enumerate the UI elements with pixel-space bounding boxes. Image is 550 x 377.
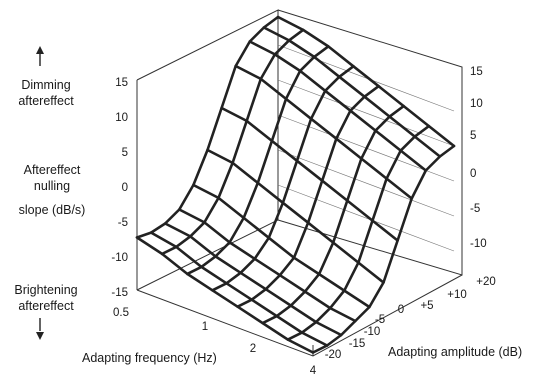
mesh-line-amplitude-7 xyxy=(234,64,414,200)
down-arrow-icon xyxy=(36,332,44,340)
mesh-line-frequency-6 xyxy=(286,124,431,341)
mesh-line-amplitude-1 xyxy=(149,231,329,347)
z-tick-left-0: 0 xyxy=(122,182,128,194)
z-tick-left-m10: -10 xyxy=(111,252,128,264)
z-label-line1: Aftereffect xyxy=(24,163,81,177)
y-tick-p5: +5 xyxy=(420,300,433,312)
z-tick-left-15: 15 xyxy=(115,77,128,89)
mesh-line-frequency-3 xyxy=(211,65,355,292)
mesh-line-amplitude-4 xyxy=(192,183,371,309)
mesh-line-frequency-1 xyxy=(160,28,305,256)
y-ticks: -20 -15 -10 -5 0 +5 +10 +20 xyxy=(325,276,496,361)
x-axis-label: Adapting frequency (Hz) xyxy=(82,351,217,365)
y-tick-m5: -5 xyxy=(375,314,385,326)
mesh-line-amplitude-2 xyxy=(163,222,343,337)
surface-mesh xyxy=(135,15,456,354)
x-tick-1: 1 xyxy=(202,321,208,333)
z-ticks-right: 15 10 5 0 -5 -10 xyxy=(470,66,487,250)
brightening-label-line2: aftereffect xyxy=(18,299,74,313)
y-tick-m20: -20 xyxy=(325,349,342,361)
dimming-annotation: Dimming aftereffect xyxy=(18,46,74,108)
y-axis-label: Adapting amplitude (dB) xyxy=(388,345,522,359)
z-tick-right-m10: -10 xyxy=(470,238,487,250)
brightening-label-line1: Brightening xyxy=(14,283,77,297)
z-tick-right-15: 15 xyxy=(470,66,483,78)
brightening-annotation: Brightening aftereffect xyxy=(14,283,78,340)
y-tick-0: 0 xyxy=(398,304,404,316)
z-label-line2: nulling xyxy=(34,179,70,193)
y-tick-m15: -15 xyxy=(349,338,366,350)
z-tick-right-m5: -5 xyxy=(470,203,480,215)
mesh-line-frequency-0 xyxy=(135,15,280,239)
z-tick-right-10: 10 xyxy=(470,98,483,110)
x-tick-4: 4 xyxy=(310,365,317,377)
mesh-line-amplitude-8 xyxy=(248,40,428,172)
y-tick-p10: +10 xyxy=(447,289,467,301)
wall-gridline-10 xyxy=(277,44,455,112)
z-axis-label: Aftereffect nulling slope (dB/s) xyxy=(19,163,86,217)
z-tick-left-10: 10 xyxy=(115,112,128,124)
z-tick-left-m5: -5 xyxy=(118,217,128,229)
z-ticks-left: 15 10 5 0 -5 -10 -15 xyxy=(111,77,128,299)
x-ticks: 0.5 1 2 4 xyxy=(113,307,317,377)
x-tick-0.5: 0.5 xyxy=(113,307,129,319)
mesh-line-amplitude-5 xyxy=(206,148,385,284)
dimming-label-line1: Dimming xyxy=(21,78,70,92)
mesh-line-amplitude-0 xyxy=(135,236,315,354)
wall-gridline-5 xyxy=(277,79,455,147)
wall-gridline--10 xyxy=(277,184,455,252)
z-tick-right-0: 0 xyxy=(470,168,476,180)
y-tick-m10: -10 xyxy=(364,326,381,338)
z-tick-right-5: 5 xyxy=(470,130,476,142)
wall-gridline--5 xyxy=(277,149,455,217)
dimming-label-line2: aftereffect xyxy=(18,94,74,108)
z-label-line3: slope (dB/s) xyxy=(19,203,86,217)
x-tick-2: 2 xyxy=(250,343,256,355)
mesh-line-amplitude-6 xyxy=(220,106,399,242)
up-arrow-icon xyxy=(36,46,44,54)
mesh-line-amplitude-3 xyxy=(178,208,357,323)
axis-frame xyxy=(136,9,463,357)
z-tick-left-5: 5 xyxy=(122,147,128,159)
mesh-line-amplitude-9 xyxy=(262,26,442,158)
z-tick-left-m15: -15 xyxy=(111,287,128,299)
y-tick-p20: +20 xyxy=(476,276,496,288)
mesh-line-frequency-5 xyxy=(261,104,406,325)
mesh-line-amplitude-10 xyxy=(276,15,456,148)
mesh-line-frequency-2 xyxy=(186,45,330,276)
